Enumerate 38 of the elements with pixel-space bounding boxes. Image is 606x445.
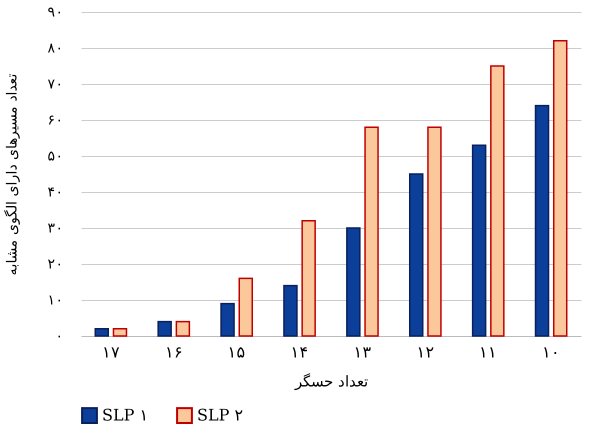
x-tick-label: ۱۲: [416, 342, 434, 362]
x-tick-label: ۱۰: [542, 342, 560, 362]
bar: [283, 284, 298, 337]
y-tick-label: ۱۰: [48, 292, 64, 308]
bar: [552, 40, 568, 337]
y-tick-label: ۷۰: [48, 76, 64, 92]
bar: [94, 328, 110, 337]
bar: [364, 126, 379, 337]
bar: [157, 320, 172, 337]
bar: [346, 227, 361, 337]
x-tick-label: ۱۴: [290, 342, 309, 362]
y-tick-label: ۲۰: [48, 256, 64, 272]
x-axis-title: تعداد حسگر: [294, 372, 368, 390]
bar: [301, 220, 316, 337]
y-tick-label: ۴۰: [48, 184, 64, 200]
x-tick-label: ۱۵: [228, 342, 246, 362]
y-tick-label: ۵۰: [48, 148, 64, 164]
bar: [490, 65, 505, 337]
y-tick-label: ۹۰: [48, 4, 64, 20]
bar: [427, 126, 442, 337]
bar: [534, 104, 550, 337]
x-tick-label: ۱۳: [353, 342, 372, 362]
x-tick-label: ۱۱: [479, 342, 498, 362]
bar: [112, 328, 128, 337]
bar: [238, 278, 254, 337]
y-tick-label: ۰: [56, 328, 64, 344]
x-tick-label: ۱۶: [164, 342, 183, 362]
bar: [408, 173, 424, 337]
y-tick-label: ۶۰: [48, 112, 64, 128]
legend-label: SLP ۲: [197, 406, 244, 425]
y-axis-title: تعداد مسیرهای دارای الگوی مشابه: [4, 74, 20, 276]
bar: [220, 302, 235, 337]
y-tick-label: ۸۰: [48, 40, 64, 56]
bar: [176, 320, 190, 337]
bar: [472, 144, 486, 337]
y-tick-label: ۳۰: [48, 220, 64, 236]
legend-label: SLP ۱: [102, 406, 148, 425]
x-tick-label: ۱۷: [102, 342, 120, 362]
